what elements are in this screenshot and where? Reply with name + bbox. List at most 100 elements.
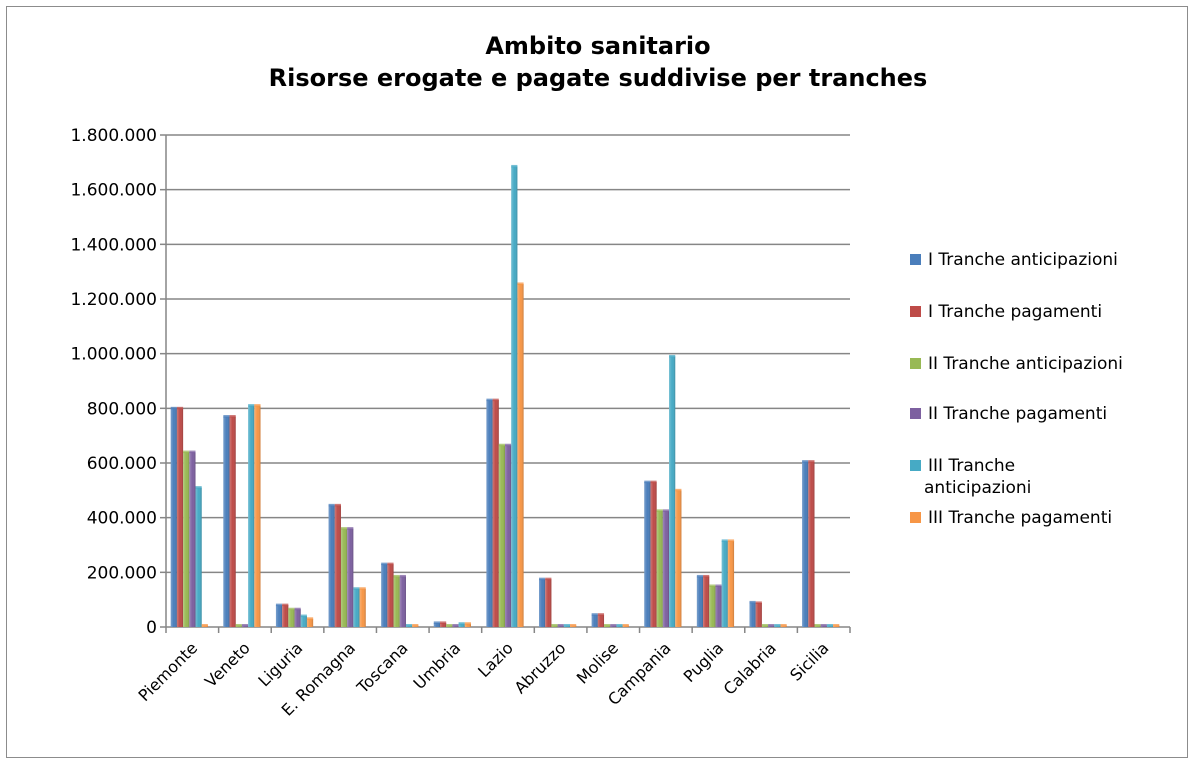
bar <box>195 486 202 627</box>
x-tick-label: Lazio <box>474 638 517 681</box>
bar <box>545 577 552 627</box>
bar-cap <box>254 404 261 407</box>
bar-shading <box>170 408 177 627</box>
bar-shading <box>306 618 314 627</box>
bar-cap <box>755 601 762 604</box>
bar-cap <box>393 574 400 578</box>
chart-frame <box>6 6 1188 758</box>
bar-cap <box>347 527 354 530</box>
bar <box>223 415 230 627</box>
bar-cap <box>808 460 815 463</box>
bar <box>294 607 301 627</box>
bar-cap <box>721 539 728 542</box>
bar-shading <box>359 588 366 627</box>
bar-shading <box>656 510 663 627</box>
bar <box>749 600 756 627</box>
y-axis-ticks: 0 200.000 400.000 600.000 800.000 1.000.000 1.… <box>70 126 166 638</box>
bar <box>557 624 564 627</box>
bar <box>727 539 735 627</box>
bar <box>353 587 360 627</box>
bar-shading <box>393 576 400 627</box>
bars <box>170 164 840 627</box>
bar-cap <box>464 622 471 625</box>
bar <box>433 621 440 627</box>
bar-cap <box>644 480 651 484</box>
bar <box>399 574 406 627</box>
bar-cap <box>511 164 518 168</box>
bar <box>616 624 623 627</box>
bar-cap <box>591 613 598 616</box>
bar-shading <box>381 564 388 627</box>
bar-cap <box>610 624 617 627</box>
bar-cap <box>696 574 704 578</box>
bar-shading <box>721 540 728 627</box>
bar <box>306 617 314 627</box>
chart-title-line-2: Risorse erogate e pagate suddivise per t… <box>269 64 928 92</box>
bar-cap <box>248 404 255 407</box>
bar-shading <box>282 605 289 627</box>
bar <box>597 613 605 627</box>
bar <box>826 624 834 627</box>
x-tick-label: Sicilia <box>786 638 832 684</box>
bar <box>464 622 471 627</box>
bar-cap <box>492 398 499 402</box>
bar-cap <box>833 624 840 627</box>
bar-shading <box>591 614 598 627</box>
bar-cap <box>288 607 295 611</box>
legend-label: III Tranche pagamenti <box>928 508 1112 528</box>
bar-cap <box>201 624 208 627</box>
bar-shading <box>662 510 670 627</box>
bar-cap <box>774 624 781 627</box>
legend-item: I Tranche anticipazioni <box>910 250 1118 270</box>
bar-cap <box>334 503 341 507</box>
legend-swatch <box>910 358 921 369</box>
bar-cap <box>458 622 465 625</box>
bar-cap <box>486 398 493 402</box>
bar <box>359 587 366 627</box>
bar-cap <box>826 624 834 627</box>
bar <box>452 624 459 627</box>
bar-shading <box>275 605 283 627</box>
bar <box>802 460 809 627</box>
x-tick-label: Puglia <box>680 638 728 686</box>
legend-swatch <box>910 460 921 471</box>
bar-cap <box>195 486 202 489</box>
bar <box>833 624 840 627</box>
bar <box>393 574 400 627</box>
bar-shading <box>183 452 190 627</box>
bar-shading <box>458 623 465 627</box>
bar <box>486 398 493 627</box>
bar-cap <box>412 624 419 627</box>
bar-cap <box>662 509 670 512</box>
bar-cap <box>439 621 447 624</box>
bar <box>288 607 295 627</box>
bar <box>656 509 663 627</box>
legend-item: II Tranche anticipazioni <box>910 354 1123 374</box>
bar <box>300 614 307 627</box>
bar-shading <box>709 586 716 627</box>
bar-cap <box>820 624 827 627</box>
y-tick-label: 0 <box>146 618 157 638</box>
bar-shading <box>347 528 354 627</box>
legend-item: I Tranche pagamenti <box>910 302 1102 322</box>
bar <box>275 603 283 627</box>
bar <box>696 574 704 627</box>
bar-cap <box>563 624 571 627</box>
bar-shading <box>644 482 651 627</box>
bar-cap <box>597 613 605 616</box>
bar-cap <box>235 624 242 627</box>
bar-shading <box>749 602 756 627</box>
bar-cap <box>814 624 821 627</box>
bar <box>604 624 611 627</box>
bar <box>458 622 465 627</box>
bar <box>381 562 388 627</box>
y-tick-label: 800.000 <box>87 399 157 419</box>
bar <box>201 624 208 627</box>
bar-shading <box>195 487 202 627</box>
bar <box>282 603 289 627</box>
bar-shading <box>498 445 505 627</box>
bar-cap <box>570 624 577 627</box>
bar <box>761 624 769 627</box>
bar-cap <box>387 562 394 566</box>
bar <box>675 488 682 627</box>
